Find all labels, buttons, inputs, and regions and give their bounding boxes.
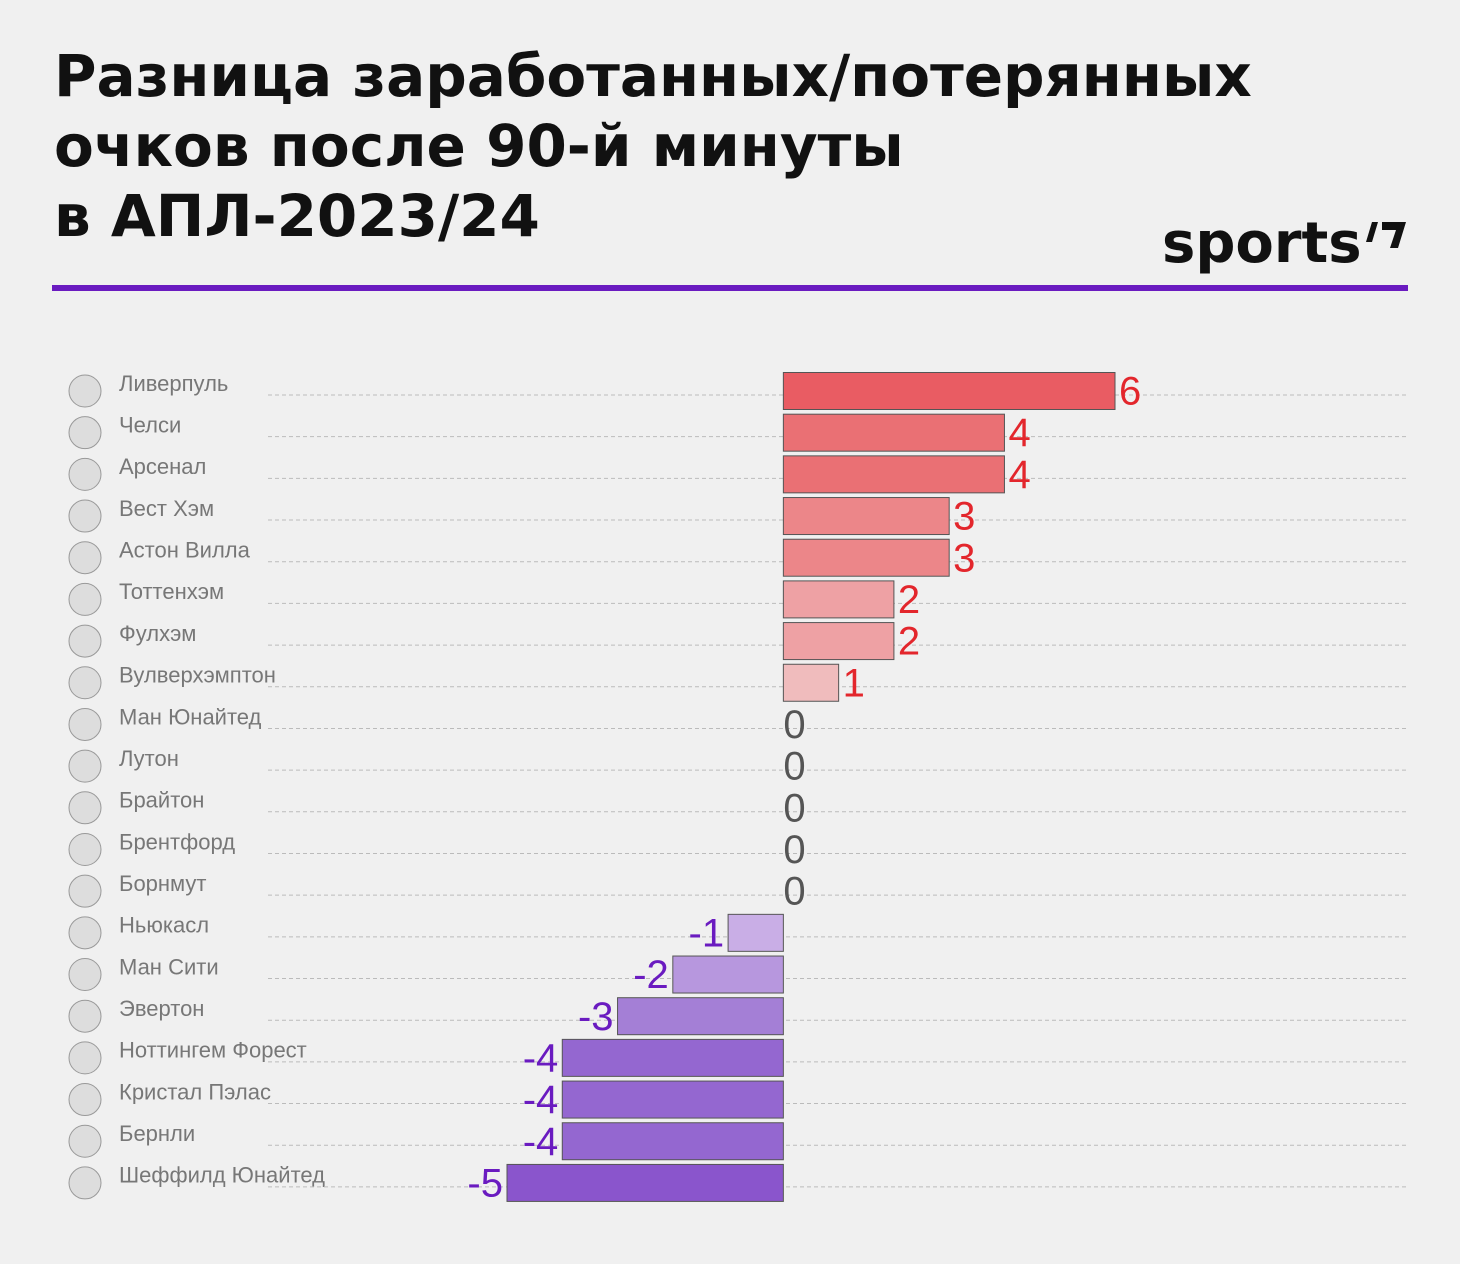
category-label: Арсенал <box>119 454 206 479</box>
category-label: Ливерпуль <box>119 371 228 396</box>
team-icon <box>68 1166 102 1200</box>
category-label: Лутон <box>119 746 179 771</box>
chart-title: в АПЛ-2023/24 <box>54 182 540 250</box>
value-label: 0 <box>783 828 805 872</box>
value-label: -3 <box>578 995 614 1039</box>
team-icon <box>68 874 102 908</box>
bar <box>782 372 1116 410</box>
logo-mark <box>1366 222 1406 248</box>
category-label: Шеффилд Юнайтед <box>119 1163 325 1188</box>
team-icon <box>68 1041 102 1075</box>
value-label: -5 <box>467 1161 503 1205</box>
category-label: Брайтон <box>119 788 204 813</box>
value-label: -4 <box>523 1036 559 1080</box>
team-icon <box>68 541 102 575</box>
category-label: Астон Вилла <box>119 538 251 563</box>
bar <box>506 1163 784 1202</box>
category-label: Вулверхэмптон <box>119 663 276 688</box>
divider <box>52 285 1408 291</box>
team-icon <box>68 624 102 658</box>
category-label: Эвертон <box>119 996 204 1021</box>
team-icon <box>68 999 102 1033</box>
category-label: Бернли <box>119 1121 195 1146</box>
team-icon <box>68 666 102 700</box>
bar <box>782 497 950 536</box>
value-label: 0 <box>783 786 805 830</box>
bar <box>727 913 784 952</box>
bar <box>782 580 895 619</box>
category-label: Ман Сити <box>119 954 219 979</box>
category-label: Ньюкасл <box>119 913 209 938</box>
bar <box>782 622 895 661</box>
value-label: -2 <box>633 953 669 997</box>
team-icon <box>68 457 102 491</box>
bar <box>782 538 950 577</box>
chart-title: Разница заработанных/потерянных <box>54 42 1252 110</box>
team-icon <box>68 958 102 992</box>
value-label: 2 <box>898 620 920 664</box>
value-label: -4 <box>523 1120 559 1164</box>
team-icon <box>68 499 102 533</box>
value-label: 4 <box>1008 411 1030 455</box>
category-label: Вест Хэм <box>119 496 214 521</box>
bar <box>561 1038 784 1077</box>
team-icon <box>68 791 102 825</box>
category-label: Ман Юнайтед <box>119 704 262 729</box>
bar <box>617 997 784 1036</box>
team-icon <box>68 707 102 741</box>
value-label: 0 <box>783 745 805 789</box>
category-label: Кристал Пэлас <box>119 1079 271 1104</box>
team-icon <box>68 582 102 616</box>
bar <box>561 1122 784 1161</box>
team-icon <box>68 416 102 450</box>
category-label: Тоттенхэм <box>119 579 224 604</box>
value-label: 4 <box>1008 453 1030 497</box>
category-label: Брентфорд <box>119 829 235 854</box>
bar <box>782 413 1005 452</box>
bar <box>782 455 1005 494</box>
value-label: 6 <box>1119 370 1141 414</box>
value-label: 0 <box>783 703 805 747</box>
team-icon <box>68 749 102 783</box>
bar <box>561 1080 784 1119</box>
value-label: 3 <box>953 495 975 539</box>
value-label: 1 <box>843 661 865 705</box>
team-icon <box>68 374 102 408</box>
category-label: Борнмут <box>119 871 207 896</box>
team-icon <box>68 916 102 950</box>
team-icon <box>68 1083 102 1117</box>
bar <box>672 955 784 994</box>
chart-title: очков после 90-й минуты <box>54 112 904 180</box>
value-label: 0 <box>783 870 805 914</box>
category-label: Челси <box>119 412 181 437</box>
logo: sports <box>1162 211 1362 276</box>
value-label: 3 <box>953 536 975 580</box>
category-label: Фулхэм <box>119 621 196 646</box>
value-label: -4 <box>523 1078 559 1122</box>
team-icon <box>68 832 102 866</box>
category-label: Ноттингем Форест <box>119 1038 307 1063</box>
bar <box>782 663 840 702</box>
value-label: -1 <box>689 911 725 955</box>
team-icon <box>68 1124 102 1158</box>
value-label: 2 <box>898 578 920 622</box>
